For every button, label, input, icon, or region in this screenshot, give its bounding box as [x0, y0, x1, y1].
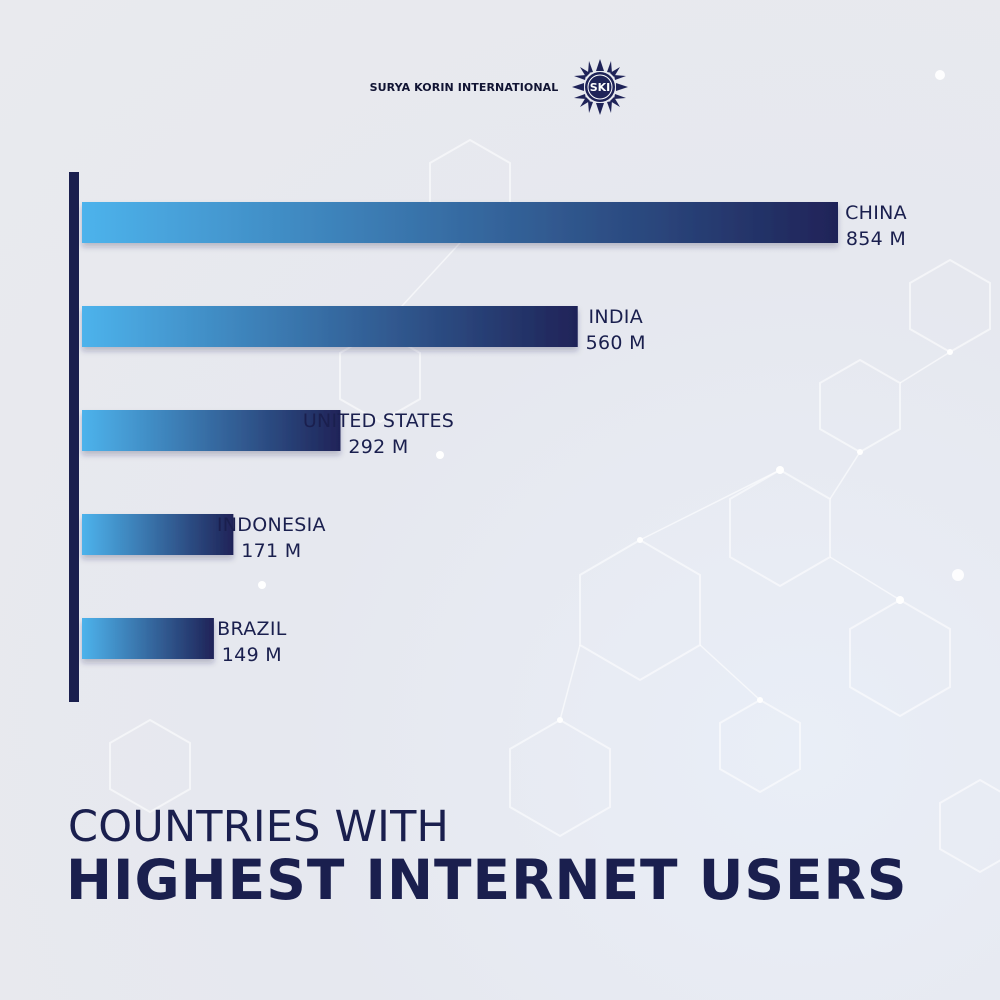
value-label: 854 M: [846, 228, 906, 250]
value-label: 149 M: [222, 644, 282, 666]
ski-sun-logo-icon: SKI: [572, 59, 629, 115]
category-label: UNITED STATES: [303, 410, 454, 432]
value-label: 292 M: [348, 436, 408, 458]
logo-text: SKI: [590, 81, 611, 94]
category-label: INDONESIA: [217, 514, 326, 536]
brand-name: SURYA KORIN INTERNATIONAL: [369, 80, 559, 94]
value-label: 171 M: [241, 540, 301, 562]
brand-header: SURYA KORIN INTERNATIONAL SKI: [0, 59, 1000, 115]
title-line-1: COUNTRIES WITH: [68, 802, 450, 852]
bar-indonesia: [82, 514, 234, 555]
category-label: INDIA: [588, 306, 643, 328]
bar-united-states: [82, 410, 341, 451]
category-label: CHINA: [845, 202, 907, 224]
y-axis-line: [69, 172, 79, 702]
bar-china: [82, 202, 838, 243]
category-label: BRAZIL: [217, 618, 287, 640]
value-label: 560 M: [586, 332, 646, 354]
bar-brazil: [82, 618, 214, 659]
bar-india: [82, 306, 578, 347]
title-line-2: HIGHEST INTERNET USERS: [66, 848, 908, 912]
